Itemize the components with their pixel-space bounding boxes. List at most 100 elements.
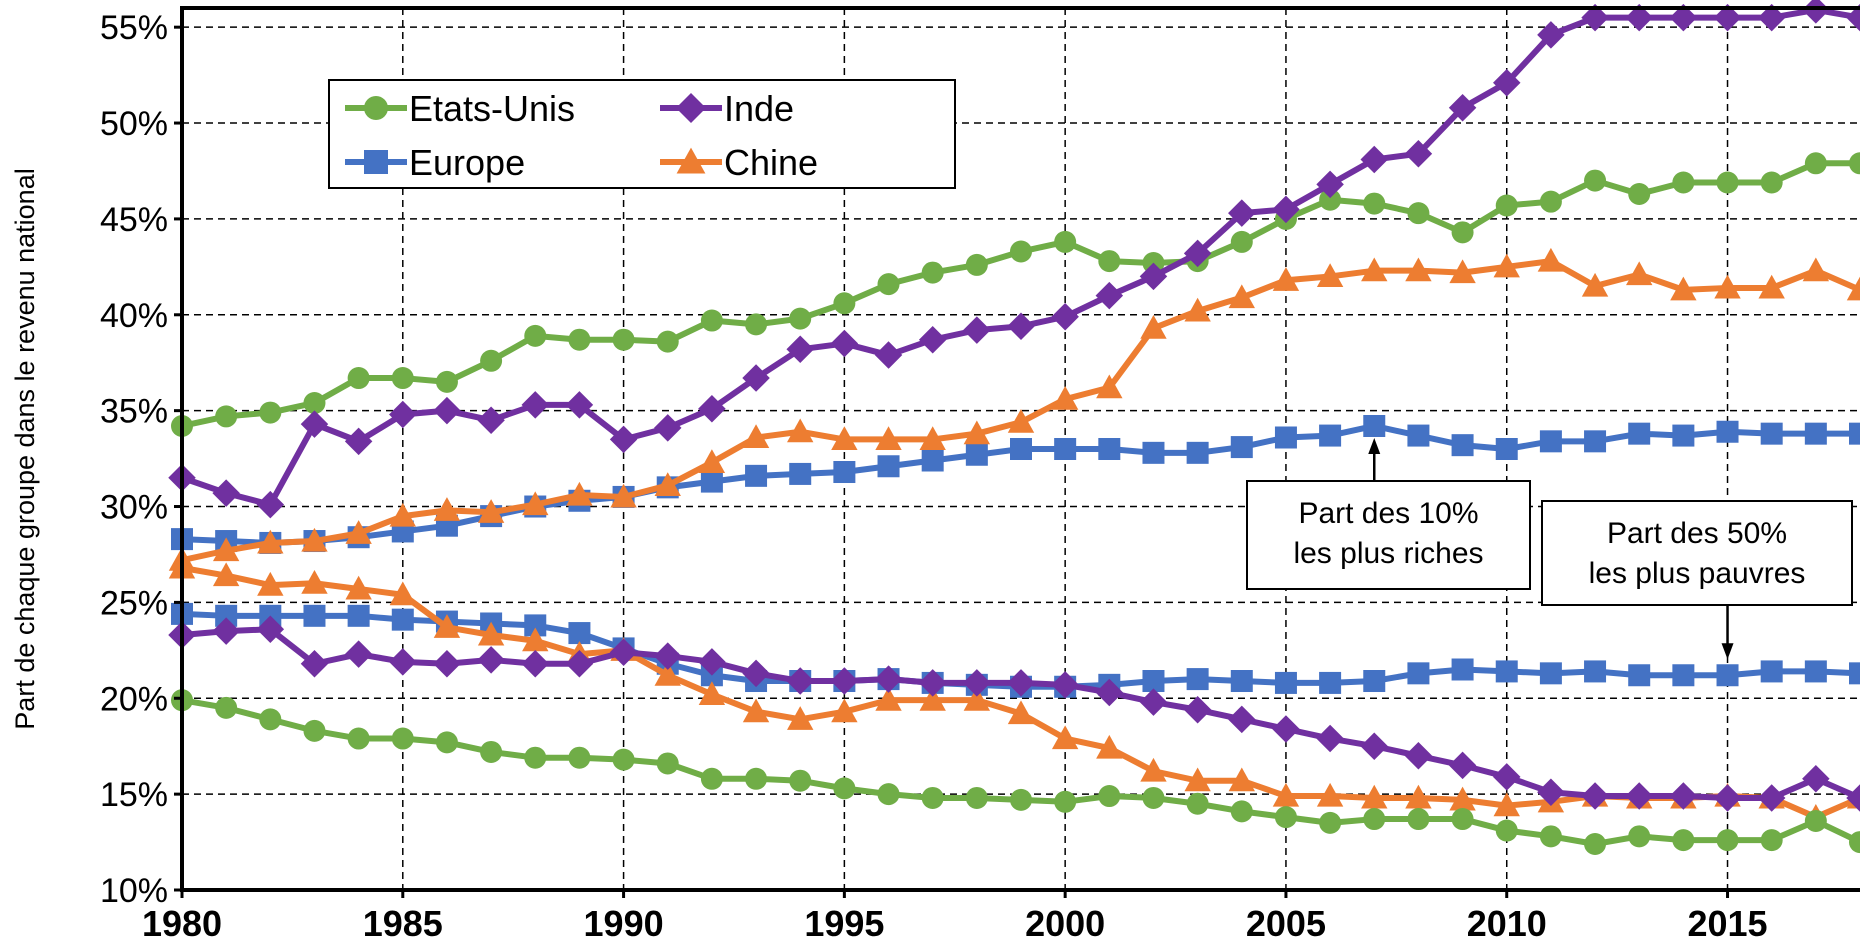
data-point (1098, 785, 1121, 808)
data-point (831, 698, 858, 723)
data-point (1539, 662, 1562, 685)
data-point (1495, 438, 1518, 460)
data-point (1495, 194, 1518, 217)
data-point (656, 330, 679, 353)
data-point (1584, 430, 1607, 453)
data-point (742, 364, 770, 392)
data-point (1184, 767, 1211, 792)
data-point (1407, 662, 1430, 685)
series-bottom50-etats-unis (171, 689, 1860, 855)
data-point (919, 426, 946, 450)
data-point (1230, 436, 1253, 459)
data-point (480, 349, 503, 372)
data-point (698, 394, 726, 423)
data-point (1228, 199, 1256, 227)
data-point (1849, 662, 1860, 685)
data-point (1804, 809, 1827, 832)
series-layer (168, 0, 1860, 855)
data-point (1142, 670, 1165, 693)
data-point (653, 642, 682, 670)
data-point (1846, 276, 1860, 301)
legend-marker (364, 96, 388, 120)
legend-label: Chine (724, 142, 818, 183)
data-point (1228, 705, 1256, 734)
data-point (1802, 765, 1830, 793)
data-point (1849, 422, 1860, 445)
data-point (1184, 297, 1211, 322)
data-point (698, 681, 726, 705)
data-point (1716, 420, 1739, 443)
x-tick-label: 1990 (584, 903, 664, 942)
y-tick-label: 30% (100, 489, 168, 527)
y-axis-label: Part de chaque groupe dans le revenu nat… (10, 168, 40, 729)
data-point (1274, 671, 1297, 694)
data-point (524, 324, 547, 347)
data-point (1802, 0, 1830, 24)
data-point (1537, 21, 1565, 49)
data-point (477, 499, 505, 523)
data-point (698, 648, 726, 676)
annotation-bottom50: Part des 50% les plus pauvres (1541, 500, 1853, 660)
data-point (1716, 171, 1739, 194)
annotation-text: Part des 50% (1607, 517, 1787, 550)
data-point (389, 648, 417, 676)
series-line (181, 160, 1860, 429)
data-point (1228, 284, 1255, 309)
data-point (212, 537, 240, 562)
data-point (1051, 725, 1079, 750)
data-point (1230, 800, 1253, 823)
data-point (477, 406, 505, 434)
annotations: Part des 10% les plus riches Part des 50% l… (1246, 437, 1853, 660)
data-point (1361, 257, 1388, 282)
data-point (1713, 3, 1742, 32)
data-point (1495, 660, 1518, 683)
data-point (1802, 257, 1830, 282)
data-point (1626, 261, 1653, 286)
data-point (301, 570, 328, 594)
data-point (1054, 790, 1077, 813)
data-point (1096, 374, 1123, 399)
data-point (1316, 782, 1344, 807)
data-point (433, 649, 461, 678)
data-point (345, 575, 372, 600)
data-point (345, 520, 372, 544)
data-point (1010, 438, 1032, 460)
data-point (833, 292, 856, 315)
data-point (522, 627, 549, 652)
data-point (654, 662, 681, 686)
data-point (1051, 671, 1079, 699)
data-point (653, 414, 682, 442)
data-point (212, 562, 240, 587)
data-point (212, 617, 240, 645)
data-point (391, 367, 414, 390)
data-point (874, 665, 903, 693)
data-point (259, 708, 282, 731)
data-point (1628, 422, 1651, 445)
legend-item: Etats-Unis (345, 88, 575, 129)
data-point (918, 325, 947, 354)
data-point (1760, 660, 1783, 683)
data-point (1539, 190, 1562, 213)
data-point (477, 646, 505, 674)
data-point (742, 659, 770, 688)
data-point (521, 391, 550, 419)
data-point (1363, 192, 1386, 215)
data-point (433, 497, 461, 521)
data-point (1139, 688, 1168, 716)
data-point (1140, 757, 1167, 782)
data-point (742, 424, 770, 449)
data-point (1716, 664, 1739, 687)
data-point (1672, 171, 1695, 194)
data-point (1360, 145, 1389, 174)
data-point (1451, 658, 1474, 681)
data-point (1183, 239, 1212, 268)
annotation-text: les plus riches (1293, 537, 1483, 570)
data-point (1670, 276, 1697, 301)
data-point (1230, 230, 1253, 253)
data-point (789, 462, 812, 485)
data-point (1448, 751, 1477, 780)
data-point (256, 490, 285, 519)
data-point (212, 479, 240, 507)
data-point (1363, 808, 1386, 831)
data-point (300, 410, 329, 438)
